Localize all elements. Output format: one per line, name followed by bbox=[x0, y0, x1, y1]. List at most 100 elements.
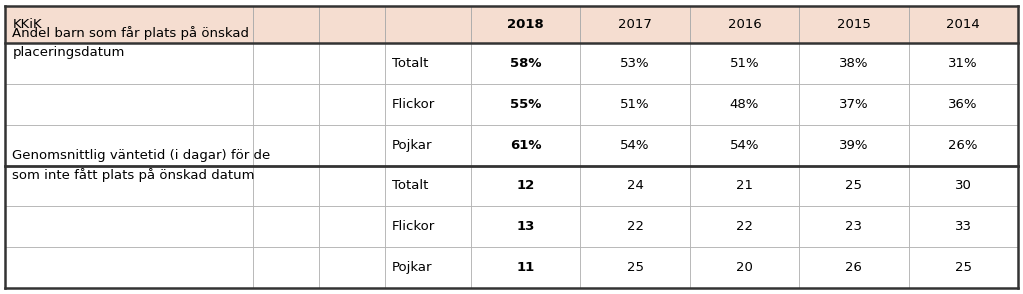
Text: 21: 21 bbox=[736, 179, 753, 193]
Text: 11: 11 bbox=[517, 261, 535, 274]
Text: som inte fått plats på önskad datum: som inte fått plats på önskad datum bbox=[12, 168, 255, 182]
Bar bbox=[690, 6, 799, 43]
Bar bbox=[471, 125, 580, 166]
Bar bbox=[5, 125, 254, 166]
Text: 20: 20 bbox=[736, 261, 753, 274]
Bar bbox=[799, 43, 908, 84]
Text: 58%: 58% bbox=[509, 57, 541, 70]
Text: 48%: 48% bbox=[729, 98, 759, 111]
Bar bbox=[319, 206, 385, 247]
Text: 61%: 61% bbox=[509, 138, 541, 152]
Text: 33: 33 bbox=[954, 220, 972, 233]
Bar bbox=[908, 84, 1018, 125]
Text: Genomsnittlig väntetid (i dagar) för de: Genomsnittlig väntetid (i dagar) för de bbox=[12, 149, 270, 162]
Bar bbox=[690, 247, 799, 288]
Text: 37%: 37% bbox=[839, 98, 869, 111]
Bar bbox=[908, 206, 1018, 247]
Text: 22: 22 bbox=[626, 220, 643, 233]
Bar bbox=[319, 43, 385, 84]
Bar bbox=[319, 166, 385, 206]
Text: 54%: 54% bbox=[729, 138, 759, 152]
Text: 2014: 2014 bbox=[946, 18, 980, 31]
Bar bbox=[690, 125, 799, 166]
Text: 25: 25 bbox=[845, 179, 862, 193]
Bar bbox=[580, 247, 690, 288]
Text: 55%: 55% bbox=[510, 98, 541, 111]
Bar bbox=[471, 206, 580, 247]
Text: Pojkar: Pojkar bbox=[392, 261, 433, 274]
Text: 2015: 2015 bbox=[837, 18, 871, 31]
Text: 31%: 31% bbox=[948, 57, 978, 70]
Bar bbox=[254, 84, 319, 125]
Bar bbox=[580, 6, 690, 43]
Text: 39%: 39% bbox=[839, 138, 869, 152]
Bar bbox=[799, 206, 908, 247]
Bar bbox=[385, 206, 471, 247]
Bar bbox=[385, 6, 471, 43]
Text: 23: 23 bbox=[845, 220, 862, 233]
Bar bbox=[799, 84, 908, 125]
Text: 26%: 26% bbox=[948, 138, 978, 152]
Text: 51%: 51% bbox=[620, 98, 650, 111]
Bar bbox=[908, 125, 1018, 166]
Bar bbox=[385, 166, 471, 206]
Bar bbox=[385, 125, 471, 166]
Bar bbox=[471, 6, 580, 43]
Text: Totalt: Totalt bbox=[392, 57, 429, 70]
Bar bbox=[5, 247, 254, 288]
Bar bbox=[5, 43, 254, 84]
Text: 54%: 54% bbox=[620, 138, 650, 152]
Bar bbox=[908, 6, 1018, 43]
Bar bbox=[385, 247, 471, 288]
Text: Flickor: Flickor bbox=[392, 98, 436, 111]
Text: 2017: 2017 bbox=[618, 18, 652, 31]
Text: 53%: 53% bbox=[620, 57, 650, 70]
Bar bbox=[254, 6, 319, 43]
Text: 25: 25 bbox=[954, 261, 972, 274]
Bar bbox=[254, 166, 319, 206]
Text: 36%: 36% bbox=[948, 98, 978, 111]
Bar bbox=[799, 6, 908, 43]
Text: 2016: 2016 bbox=[727, 18, 761, 31]
Bar bbox=[319, 6, 385, 43]
Bar bbox=[690, 166, 799, 206]
Bar bbox=[254, 206, 319, 247]
Bar bbox=[319, 125, 385, 166]
Bar bbox=[5, 166, 254, 206]
Bar bbox=[908, 43, 1018, 84]
Text: 13: 13 bbox=[517, 220, 535, 233]
Bar bbox=[471, 247, 580, 288]
Text: Andel barn som får plats på önskad: Andel barn som får plats på önskad bbox=[12, 26, 250, 40]
Bar bbox=[5, 206, 254, 247]
Text: 30: 30 bbox=[954, 179, 972, 193]
Text: Flickor: Flickor bbox=[392, 220, 436, 233]
Bar bbox=[254, 43, 319, 84]
Bar bbox=[254, 247, 319, 288]
Bar bbox=[799, 247, 908, 288]
Text: 26: 26 bbox=[845, 261, 862, 274]
Bar bbox=[471, 43, 580, 84]
Text: KKiK: KKiK bbox=[12, 18, 42, 31]
Bar bbox=[319, 247, 385, 288]
Bar bbox=[799, 166, 908, 206]
Bar bbox=[5, 6, 1018, 43]
Bar bbox=[5, 6, 254, 43]
Bar bbox=[385, 84, 471, 125]
Text: 12: 12 bbox=[517, 179, 535, 193]
Text: placeringsdatum: placeringsdatum bbox=[12, 46, 125, 59]
Bar bbox=[471, 84, 580, 125]
Bar bbox=[799, 125, 908, 166]
Bar bbox=[690, 84, 799, 125]
Bar bbox=[690, 206, 799, 247]
Text: 25: 25 bbox=[626, 261, 643, 274]
Text: Totalt: Totalt bbox=[392, 179, 429, 193]
Bar bbox=[5, 84, 254, 125]
Text: 2018: 2018 bbox=[507, 18, 544, 31]
Bar bbox=[580, 166, 690, 206]
Bar bbox=[385, 43, 471, 84]
Bar bbox=[908, 247, 1018, 288]
Text: Pojkar: Pojkar bbox=[392, 138, 433, 152]
Text: 22: 22 bbox=[736, 220, 753, 233]
Bar bbox=[254, 125, 319, 166]
Bar bbox=[580, 125, 690, 166]
